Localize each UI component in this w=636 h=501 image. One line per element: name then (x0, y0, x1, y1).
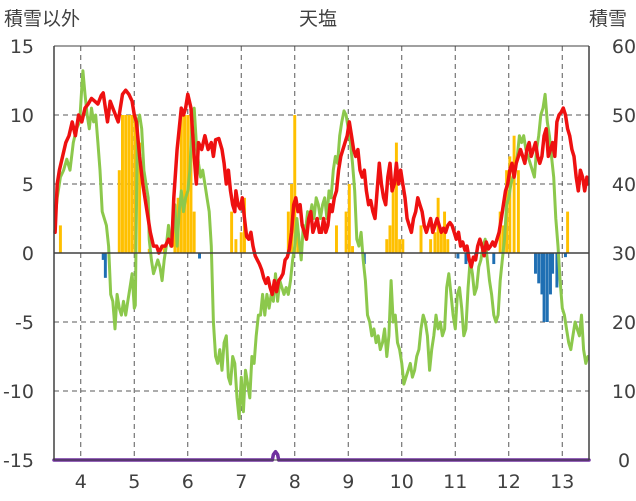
bar (492, 253, 496, 265)
bar (537, 253, 541, 284)
bar (542, 253, 546, 322)
bar (446, 239, 450, 253)
bar (192, 211, 196, 253)
bar (398, 239, 402, 253)
bar (545, 253, 549, 322)
bar (173, 218, 177, 253)
bar (138, 142, 142, 253)
bar (58, 225, 62, 253)
bar (121, 115, 124, 253)
y-right-tick-label: 40 (612, 174, 636, 196)
bar (239, 232, 243, 253)
bar (391, 184, 395, 253)
y-right-tick-label: 10 (612, 381, 636, 403)
x-tick-label: 4 (75, 471, 87, 493)
bar (344, 211, 348, 253)
x-tick-label: 7 (235, 471, 247, 493)
bar (394, 142, 398, 253)
bar (401, 239, 405, 253)
y-left-tick-label: 5 (22, 174, 34, 196)
y-left-tick-label: 10 (10, 105, 34, 127)
axes (53, 45, 590, 461)
bar (433, 232, 437, 253)
chart-title: 天塩 (299, 8, 337, 30)
y-right-tick-label: 20 (612, 312, 636, 334)
green-series-line (53, 69, 590, 421)
y-left-tick-label: -10 (3, 381, 34, 403)
bar (456, 253, 460, 259)
x-tick-label: 11 (443, 471, 467, 493)
y-axis-left-label: 積雪以外 (4, 8, 80, 30)
bar (512, 135, 516, 253)
y-right-tick-label: 30 (612, 243, 636, 265)
x-tick-label: 6 (182, 471, 194, 493)
y-axis-right-label: 積雪 (589, 8, 627, 30)
bar (464, 253, 468, 265)
bar (551, 253, 555, 274)
bar (234, 239, 238, 253)
bar (124, 115, 128, 253)
bar (534, 253, 537, 274)
y-right-tick-label: 0 (618, 450, 630, 472)
y-left-tick-label: 15 (10, 36, 34, 58)
bar (555, 253, 559, 288)
bar (351, 246, 355, 253)
bar (429, 239, 433, 253)
bar (230, 211, 234, 253)
bar (127, 115, 131, 253)
bar (162, 246, 166, 253)
bar (566, 211, 570, 253)
bar (189, 115, 193, 253)
bar (198, 253, 201, 259)
bar (117, 170, 121, 253)
y-left-tick-label: 0 (22, 243, 34, 265)
red-series-line (53, 88, 590, 297)
bar (179, 115, 183, 253)
x-tick-label: 10 (390, 471, 414, 493)
bar (335, 225, 338, 253)
bar (183, 115, 187, 253)
x-tick-label: 9 (342, 471, 354, 493)
bar (549, 253, 552, 295)
bar (347, 184, 351, 253)
bar (419, 225, 423, 253)
bar (439, 232, 443, 253)
bar (540, 253, 544, 295)
x-tick-label: 5 (128, 471, 140, 493)
bar (130, 115, 134, 253)
y-right-tick-label: 50 (612, 105, 636, 127)
y-left-tick-label: -15 (3, 450, 34, 472)
bar (101, 253, 105, 260)
x-tick-label: 12 (497, 471, 521, 493)
bar (286, 211, 290, 253)
bar (563, 253, 567, 258)
y-left-tick-label: -5 (15, 312, 34, 334)
bar (388, 225, 392, 253)
bar (293, 115, 297, 253)
bar (516, 170, 520, 253)
bar (508, 156, 512, 253)
x-tick-label: 13 (550, 471, 574, 493)
y-right-tick-label: 60 (612, 36, 636, 58)
bar (103, 253, 107, 278)
bar (385, 239, 389, 253)
x-tick-label: 8 (289, 471, 301, 493)
